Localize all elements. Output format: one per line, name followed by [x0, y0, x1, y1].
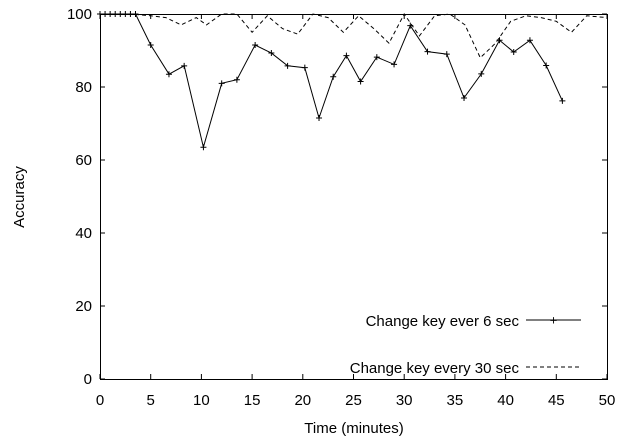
series-1-point [218, 80, 225, 87]
series-1-point [233, 76, 240, 83]
x-tick-label: 25 [345, 392, 362, 409]
series-1-point [343, 52, 350, 59]
x-tick-label: 10 [193, 392, 210, 409]
series-1-point [526, 37, 533, 44]
series-line-2 [100, 13, 608, 59]
series-layer [97, 11, 608, 151]
series-1-point [461, 94, 468, 101]
series-1-point [330, 73, 337, 80]
x-tick-label: 50 [599, 392, 616, 409]
series-1-point [510, 48, 517, 55]
series-1-point [252, 42, 259, 49]
y-tick-label: 100 [67, 6, 92, 23]
legend-label-series-1: Change key ever 6 sec [366, 313, 520, 330]
series-1-point [181, 62, 188, 69]
series-1-point [357, 78, 364, 85]
axis-ticks: 0 5 10 15 20 25 30 35 40 45 50 0 20 40 60 80 100 [67, 6, 615, 409]
y-tick-label: 20 [75, 298, 92, 315]
y-tick-label: 40 [75, 225, 92, 242]
series-1-point [478, 70, 485, 77]
series-1-point [284, 62, 291, 69]
y-axis-label: Accuracy [11, 166, 28, 228]
series-1-point [147, 42, 154, 49]
y-tick-label: 0 [84, 371, 92, 388]
series-1-point [268, 50, 275, 57]
legend-label-series-2: Change key every 30 sec [350, 360, 520, 377]
series-1-point [391, 61, 398, 68]
x-tick-label: 30 [396, 392, 413, 409]
y-tick-label: 80 [75, 79, 92, 96]
x-tick-label: 40 [497, 392, 514, 409]
series-1-point [543, 62, 550, 69]
x-tick-label: 45 [548, 392, 565, 409]
series-1-point [443, 51, 450, 58]
series-1-point [165, 71, 172, 78]
series-1-point [559, 97, 566, 104]
legend: Change key ever 6 sec + Change key every… [350, 313, 581, 377]
series-1-point [373, 54, 380, 61]
series-1-point [316, 115, 323, 122]
x-tick-label: 35 [447, 392, 464, 409]
series-line-1 [100, 13, 563, 150]
series-1-point [200, 144, 207, 151]
x-tick-label: 0 [96, 392, 104, 409]
x-tick-label: 5 [147, 392, 155, 409]
legend-marker-series-1: + [550, 313, 558, 328]
y-tick-label: 60 [75, 152, 92, 169]
x-axis-label: Time (minutes) [304, 420, 403, 437]
x-tick-label: 20 [294, 392, 311, 409]
x-tick-label: 15 [244, 392, 261, 409]
series-1-point [424, 48, 431, 55]
series-1-point [301, 64, 308, 71]
